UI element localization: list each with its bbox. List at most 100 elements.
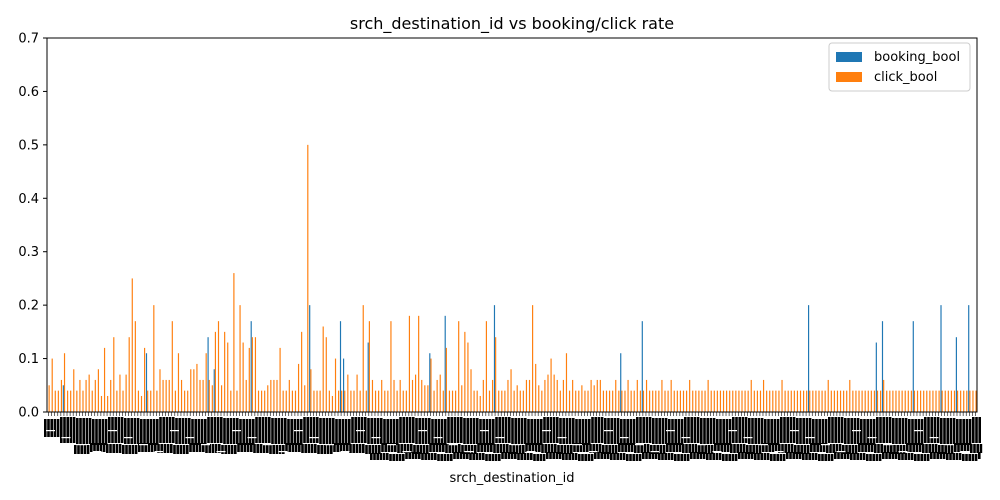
x-tick-label-overlap xyxy=(824,437,828,445)
x-tick-label-overlap xyxy=(970,444,973,453)
bar-click_bool xyxy=(54,390,56,412)
x-tick-label-overlap xyxy=(426,445,429,454)
x-tick-label-overlap xyxy=(72,427,76,435)
bar-booking_bool xyxy=(940,305,942,412)
x-tick-label-overlap xyxy=(248,429,252,437)
x-tick-label-overlap xyxy=(447,435,450,443)
x-tick-label-overlap xyxy=(348,437,351,445)
x-tick-label-overlap xyxy=(741,452,744,459)
bar-click_bool xyxy=(867,390,869,412)
x-tick-label-overlap xyxy=(141,443,144,452)
x-tick-label-overlap xyxy=(482,453,485,460)
x-tick-label-overlap xyxy=(498,417,501,427)
x-tick-label-overlap xyxy=(604,428,607,436)
x-tick-label-overlap xyxy=(738,427,741,435)
bar-click_bool xyxy=(587,390,589,412)
x-tick-label-gap xyxy=(836,451,846,453)
bar-click_bool xyxy=(812,390,814,412)
x-tick-label-overlap xyxy=(954,443,957,452)
x-tick-label-overlap xyxy=(348,419,351,429)
x-tick-label-overlap xyxy=(581,429,585,437)
x-tick-label-overlap xyxy=(296,429,300,437)
x-tick-label-overlap xyxy=(136,436,140,444)
bar-booking_bool xyxy=(620,353,622,412)
x-tick-label-overlap xyxy=(399,417,402,427)
x-tick-label-overlap xyxy=(316,427,319,435)
x-tick-label-overlap xyxy=(728,437,732,445)
bar-booking_bool xyxy=(444,315,446,412)
x-tick-label-overlap xyxy=(933,435,937,443)
bar-click_bool xyxy=(168,379,170,412)
bar-click_bool xyxy=(424,385,426,412)
x-tick-label-overlap xyxy=(658,428,661,436)
x-tick-label-overlap xyxy=(456,427,460,435)
x-tick-label-overlap xyxy=(565,453,568,460)
x-tick-label-overlap xyxy=(652,418,655,428)
x-tick-label-overlap xyxy=(668,437,671,445)
x-tick-label-overlap xyxy=(565,428,569,436)
x-tick-label-overlap xyxy=(846,452,850,459)
x-tick-label-overlap xyxy=(828,435,831,443)
bar-click_bool xyxy=(427,385,429,412)
x-tick-label-overlap xyxy=(734,454,738,461)
x-tick-label-overlap xyxy=(898,418,901,428)
x-tick-label-overlap xyxy=(568,453,571,460)
x-tick-label-overlap xyxy=(486,443,490,452)
y-tick-label: 0.0 xyxy=(18,406,39,421)
x-tick-label-overlap xyxy=(717,443,720,452)
x-tick-label-overlap xyxy=(389,454,392,461)
x-tick-label-overlap xyxy=(856,428,860,436)
x-tick-label-overlap xyxy=(731,454,735,461)
x-tick-label-overlap xyxy=(883,444,887,453)
x-tick-label-overlap xyxy=(962,454,965,461)
x-tick-label-overlap xyxy=(178,418,181,428)
x-tick-label-overlap xyxy=(930,452,933,459)
bar-booking_bool xyxy=(641,321,643,412)
x-tick-label-overlap xyxy=(373,453,376,460)
bar-click_bool xyxy=(926,390,928,412)
x-tick-label-overlap xyxy=(635,454,639,461)
x-tick-label-overlap xyxy=(719,437,722,445)
bar-click_bool xyxy=(541,390,543,412)
x-tick-label-overlap xyxy=(623,419,626,429)
x-tick-label-overlap xyxy=(856,418,860,428)
x-tick-label-overlap xyxy=(627,443,631,452)
x-tick-label-overlap xyxy=(898,436,901,444)
x-tick-label-overlap xyxy=(335,437,338,445)
x-tick-label-overlap xyxy=(728,419,732,429)
x-tick-label-overlap xyxy=(959,429,962,437)
x-tick-label-overlap xyxy=(418,452,421,459)
x-tick-label-overlap xyxy=(95,429,98,437)
x-tick-label-overlap xyxy=(514,436,517,444)
x-tick-label-overlap xyxy=(514,452,517,459)
x-tick-label-overlap xyxy=(792,452,795,459)
x-tick-label-overlap xyxy=(594,427,597,435)
x-tick-label-overlap xyxy=(312,417,316,427)
x-tick-label-overlap xyxy=(968,437,972,445)
bar-click_bool xyxy=(963,390,965,412)
bar-click_bool xyxy=(294,390,297,412)
x-tick-label-overlap xyxy=(202,443,205,452)
x-tick-label-overlap xyxy=(864,443,867,452)
x-tick-label-overlap xyxy=(917,454,920,461)
x-tick-label-overlap xyxy=(824,429,828,437)
x-tick-label-overlap xyxy=(914,419,917,429)
x-tick-label-overlap xyxy=(773,437,777,445)
bar-click_bool xyxy=(85,379,87,412)
x-tick-label-overlap xyxy=(946,453,949,460)
x-tick-label-overlap xyxy=(867,443,871,452)
x-tick-label-overlap xyxy=(757,436,761,444)
x-tick-label-overlap xyxy=(252,437,255,445)
x-tick-label-overlap xyxy=(456,417,460,427)
x-tick-label-overlap xyxy=(261,417,265,427)
x-tick-label-overlap xyxy=(576,443,579,452)
bar-click_bool xyxy=(276,379,278,412)
x-tick-label-overlap xyxy=(700,418,703,428)
x-tick-label-gap xyxy=(604,430,613,432)
bar-click_bool xyxy=(408,315,411,412)
x-tick-label-overlap xyxy=(860,429,863,437)
x-tick-label-overlap xyxy=(392,419,396,429)
x-tick-label-overlap xyxy=(780,427,783,435)
x-tick-label-gap xyxy=(650,451,660,453)
x-tick-label-overlap xyxy=(917,437,921,445)
